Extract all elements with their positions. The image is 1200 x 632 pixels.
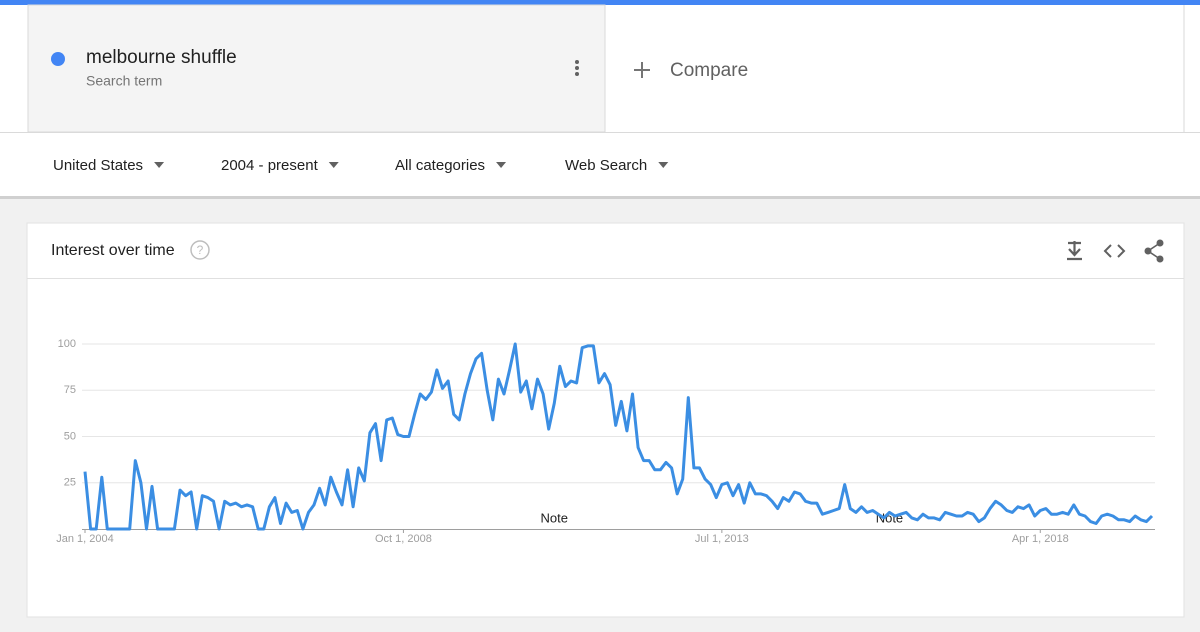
card-title: Interest over time bbox=[51, 242, 175, 259]
x-tick-label: Jul 1, 2013 bbox=[695, 533, 749, 545]
menu-icon[interactable] bbox=[575, 60, 579, 76]
term-box[interactable] bbox=[27, 4, 606, 133]
filter[interactable]: United States bbox=[53, 157, 143, 174]
dropdown-arrow bbox=[154, 162, 165, 168]
filters: United States 2004 - present All categorie… bbox=[53, 157, 669, 174]
filter[interactable]: 2004 - present bbox=[221, 157, 319, 174]
dropdown-arrow bbox=[496, 162, 507, 168]
card bbox=[26, 222, 1185, 618]
help-icon[interactable] bbox=[190, 240, 210, 260]
y-tick-label: 50 bbox=[64, 430, 76, 442]
dropdown-arrow bbox=[328, 162, 339, 168]
term-subtitle: Search term bbox=[86, 73, 162, 89]
x-tick-label: Apr 1, 2018 bbox=[1012, 533, 1069, 545]
y-tick-label: 75 bbox=[64, 384, 76, 396]
y-tick-label: 100 bbox=[58, 338, 76, 350]
filter-shadow bbox=[0, 196, 1200, 199]
top-bar bbox=[0, 0, 1200, 5]
annotation[interactable]: Note bbox=[541, 510, 568, 525]
filter[interactable]: Web Search bbox=[565, 157, 647, 174]
trend-line bbox=[83, 342, 1154, 531]
share-icon[interactable] bbox=[1144, 239, 1164, 263]
download-icon[interactable] bbox=[1067, 241, 1082, 261]
term-name[interactable]: melbourne shuffle bbox=[86, 47, 237, 68]
y-tick-label: 25 bbox=[64, 477, 76, 489]
filter[interactable]: All categories bbox=[395, 157, 485, 174]
embed-icon[interactable] bbox=[1103, 244, 1126, 258]
term-dot bbox=[51, 52, 65, 66]
dropdown-arrow bbox=[658, 162, 669, 168]
x-tick-label: Jan 1, 2004 bbox=[56, 533, 114, 545]
help-icon-glyph: ? bbox=[197, 243, 204, 257]
compare[interactable]: Compare bbox=[670, 60, 748, 81]
plus-icon[interactable] bbox=[634, 62, 650, 78]
plot: 25 50 75 100 Jan 1, 2004 Oct 1, 2008 Jul 1, 20… bbox=[56, 338, 1155, 545]
x-tick-label: Oct 1, 2008 bbox=[375, 533, 432, 545]
